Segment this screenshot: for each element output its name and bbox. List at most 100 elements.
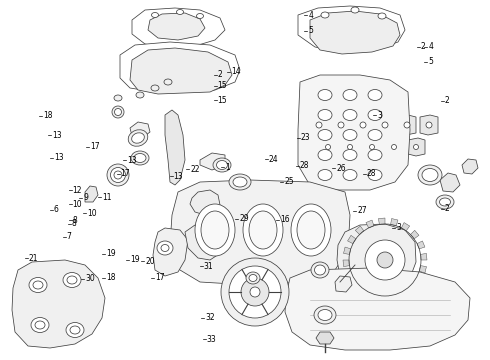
- Polygon shape: [420, 253, 427, 260]
- Polygon shape: [335, 276, 352, 292]
- Text: 12: 12: [73, 186, 82, 194]
- Ellipse shape: [318, 170, 332, 180]
- Ellipse shape: [151, 85, 159, 91]
- Ellipse shape: [382, 122, 388, 128]
- Ellipse shape: [368, 170, 382, 180]
- Ellipse shape: [377, 252, 393, 268]
- Text: 30: 30: [85, 274, 95, 283]
- Ellipse shape: [436, 195, 454, 209]
- Polygon shape: [200, 199, 210, 209]
- Polygon shape: [165, 110, 185, 185]
- Ellipse shape: [343, 130, 357, 140]
- Text: 19: 19: [130, 256, 140, 264]
- Text: 27: 27: [357, 206, 367, 215]
- Polygon shape: [190, 190, 220, 215]
- Text: 2: 2: [218, 70, 222, 79]
- Ellipse shape: [107, 164, 129, 186]
- Ellipse shape: [176, 9, 183, 14]
- Ellipse shape: [243, 204, 283, 256]
- Text: 1: 1: [225, 163, 230, 172]
- Polygon shape: [391, 219, 398, 226]
- Polygon shape: [153, 228, 188, 276]
- Text: 17: 17: [155, 274, 165, 282]
- Ellipse shape: [351, 7, 359, 13]
- Ellipse shape: [343, 149, 357, 161]
- Polygon shape: [200, 153, 225, 170]
- Polygon shape: [401, 222, 410, 231]
- Ellipse shape: [311, 262, 329, 278]
- Polygon shape: [332, 115, 350, 135]
- Ellipse shape: [67, 276, 77, 284]
- Ellipse shape: [297, 211, 325, 249]
- Ellipse shape: [70, 326, 80, 334]
- Polygon shape: [343, 247, 351, 255]
- Polygon shape: [364, 138, 381, 156]
- Ellipse shape: [241, 278, 269, 306]
- Text: 15: 15: [218, 81, 227, 90]
- Polygon shape: [170, 180, 350, 285]
- Ellipse shape: [63, 273, 81, 288]
- Ellipse shape: [440, 198, 450, 206]
- Polygon shape: [406, 285, 415, 294]
- Polygon shape: [310, 115, 328, 135]
- Polygon shape: [218, 223, 232, 238]
- Text: 3: 3: [396, 223, 401, 232]
- Polygon shape: [148, 13, 205, 40]
- Ellipse shape: [66, 323, 84, 338]
- Ellipse shape: [368, 90, 382, 100]
- Polygon shape: [378, 218, 385, 224]
- Ellipse shape: [338, 122, 344, 128]
- Text: 16: 16: [280, 215, 290, 224]
- Text: 18: 18: [106, 274, 115, 282]
- Polygon shape: [285, 268, 470, 350]
- Text: 21: 21: [29, 254, 38, 263]
- Ellipse shape: [157, 241, 173, 255]
- Ellipse shape: [217, 161, 227, 170]
- Ellipse shape: [229, 266, 281, 318]
- Ellipse shape: [114, 95, 122, 101]
- Text: 20: 20: [145, 256, 155, 265]
- Ellipse shape: [221, 258, 289, 326]
- Text: 18: 18: [43, 111, 52, 120]
- Ellipse shape: [343, 170, 357, 180]
- Polygon shape: [320, 138, 337, 156]
- Text: 6: 6: [54, 205, 59, 214]
- Text: 9: 9: [83, 194, 88, 202]
- Ellipse shape: [325, 144, 330, 149]
- Ellipse shape: [250, 287, 260, 297]
- Polygon shape: [85, 186, 98, 202]
- Polygon shape: [351, 281, 360, 290]
- Text: 25: 25: [284, 177, 294, 186]
- Ellipse shape: [369, 144, 374, 149]
- Text: 13: 13: [54, 153, 64, 162]
- Polygon shape: [185, 225, 225, 260]
- Polygon shape: [420, 115, 438, 135]
- Polygon shape: [385, 296, 392, 302]
- Text: 2: 2: [421, 42, 426, 51]
- Text: 4: 4: [308, 10, 313, 19]
- Ellipse shape: [318, 90, 332, 100]
- Polygon shape: [376, 115, 394, 135]
- Polygon shape: [417, 241, 425, 249]
- Text: 5: 5: [308, 26, 313, 35]
- Ellipse shape: [422, 168, 438, 181]
- Text: 11: 11: [102, 193, 112, 202]
- Ellipse shape: [316, 122, 322, 128]
- Polygon shape: [408, 138, 425, 156]
- Ellipse shape: [112, 106, 124, 118]
- Ellipse shape: [136, 92, 144, 98]
- Ellipse shape: [229, 174, 251, 190]
- Ellipse shape: [343, 109, 357, 121]
- Text: 5: 5: [428, 57, 433, 66]
- Polygon shape: [398, 115, 416, 135]
- Ellipse shape: [196, 13, 203, 18]
- Polygon shape: [130, 122, 150, 138]
- Ellipse shape: [392, 144, 396, 149]
- Ellipse shape: [378, 13, 386, 19]
- Polygon shape: [354, 115, 372, 135]
- Ellipse shape: [318, 310, 332, 320]
- Text: 24: 24: [269, 154, 278, 163]
- Polygon shape: [355, 226, 364, 235]
- Text: 17: 17: [90, 143, 100, 152]
- Ellipse shape: [246, 272, 260, 284]
